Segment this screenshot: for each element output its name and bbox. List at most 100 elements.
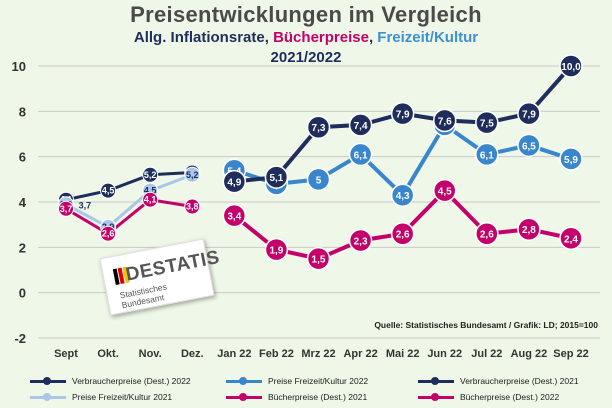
x-tick-label: Aug 22 (511, 348, 548, 360)
title-block: Preisentwicklungen im Vergleich Allg. In… (0, 2, 612, 68)
y-tick-label: 6 (19, 150, 26, 165)
data-point (475, 142, 499, 167)
data-label: 5 (316, 175, 322, 186)
subtitle-separator: , (368, 29, 378, 46)
y-tick-label: 0 (19, 286, 26, 301)
data-label: 3,4 (227, 212, 241, 223)
data-point (184, 198, 201, 215)
data-label: 5,2 (186, 170, 199, 180)
x-tick-label: Dez. (181, 348, 204, 360)
data-label: 5,2 (144, 170, 157, 180)
data-point (390, 101, 415, 126)
data-label: 7,9 (396, 110, 410, 121)
subtitle-books: Bücherpreise (273, 29, 369, 46)
legend-item: Bücherpreise (Dest.) 2022 (418, 390, 559, 404)
data-label: 3,8 (186, 202, 199, 212)
data-label: 4,1 (144, 195, 157, 205)
data-label: 4,3 (396, 191, 410, 202)
legend-item: Verbraucherpreise (Dest.) 2022 (30, 374, 191, 388)
data-point (306, 246, 331, 271)
data-label: 5,1 (269, 173, 283, 184)
chart-legend: Verbraucherpreise (Dest.) 2022 Preise Fre… (0, 370, 612, 408)
data-label: 1,9 (269, 246, 283, 257)
chart-subtitle: Allg. Inflationsrate, Bücherpreise, Frei… (0, 28, 612, 48)
data-label: 1,5 (312, 255, 326, 266)
x-tick-label: Feb 22 (259, 348, 294, 360)
y-tick-label: 4 (19, 195, 27, 210)
data-point (348, 113, 373, 137)
data-point (142, 191, 159, 208)
legend-swatch (418, 376, 454, 385)
legend-item: Preise Freizeit/Kultur 2021 (30, 390, 172, 404)
data-label: 6,1 (354, 150, 368, 161)
x-tick-label: Mrz 22 (301, 348, 335, 360)
legend-label: Bücherpreise (Dest.) 2021 (268, 392, 368, 402)
data-point (559, 147, 583, 171)
data-label: 3,7 (60, 204, 73, 214)
data-label: 2,6 (480, 230, 494, 241)
legend-label: Preise Freizeit/Kultur 2022 (268, 376, 369, 386)
data-point (517, 101, 541, 126)
y-tick-label: -2 (14, 331, 26, 346)
data-label: 10,0 (561, 62, 581, 73)
legend-swatch (30, 376, 66, 385)
data-point (348, 142, 373, 167)
data-point (475, 221, 499, 246)
data-point (390, 221, 415, 246)
data-point (517, 133, 541, 158)
data-point (222, 169, 247, 194)
data-point (559, 54, 583, 78)
x-tick-label: Okt. (97, 348, 118, 360)
data-point (433, 108, 457, 133)
chart-title: Preisentwicklungen im Vergleich (130, 2, 482, 27)
data-point (100, 225, 117, 242)
y-tick-label: 2 (19, 240, 26, 255)
legend-swatch (226, 376, 262, 385)
legend-swatch (30, 392, 66, 401)
data-label: 5,9 (564, 155, 578, 166)
data-point (58, 200, 74, 217)
data-point (348, 228, 373, 253)
data-label: 7,3 (312, 123, 326, 134)
data-label: 2,6 (396, 230, 410, 241)
data-label: 2,3 (354, 237, 368, 248)
subtitle-inflation: Allg. Inflationsrate (133, 29, 265, 46)
data-label: 2,6 (102, 229, 115, 239)
x-tick-label: Nov. (139, 348, 162, 360)
data-label: 6,5 (522, 141, 536, 152)
data-point (306, 167, 331, 192)
x-tick-label: Jun 22 (427, 348, 462, 360)
data-label: 2,4 (564, 234, 578, 245)
data-label: 7,6 (438, 116, 452, 127)
x-tick-label: Jul 22 (471, 348, 502, 360)
data-point (142, 166, 159, 183)
series-line (65, 198, 193, 236)
data-point (264, 165, 289, 189)
data-label: 6,1 (480, 150, 494, 161)
data-label: 4,5 (144, 186, 157, 196)
data-label: 4,9 (227, 178, 241, 189)
legend-swatch (226, 392, 262, 401)
legend-item: Bücherpreise (Dest.) 2021 (226, 390, 367, 404)
legend-label: Bücherpreise (Dest.) 2022 (460, 392, 560, 402)
legend-label: Verbraucherpreise (Dest.) 2021 (460, 376, 579, 386)
data-point (475, 110, 499, 135)
data-point (100, 182, 117, 199)
x-tick-label: Sep 22 (553, 348, 588, 360)
data-label: 4,5 (102, 186, 115, 196)
y-tick-label: 8 (19, 104, 26, 119)
data-label: 2,8 (522, 225, 536, 236)
x-tick-label: Jan 22 (217, 348, 251, 360)
subtitle-separator: , (264, 29, 274, 46)
series-line (65, 173, 193, 229)
x-tick-label: Mai 22 (386, 348, 420, 360)
data-label: 7,9 (522, 110, 536, 121)
data-point (433, 178, 457, 203)
data-point (306, 115, 331, 139)
data-point (264, 237, 289, 262)
subtitle-leisure: Freizeit/Kultur (377, 29, 479, 46)
source-note: Quelle: Statistisches Bundesamt / Grafik… (374, 320, 598, 330)
data-label: 7,4 (354, 121, 368, 132)
legend-swatch (418, 392, 454, 401)
